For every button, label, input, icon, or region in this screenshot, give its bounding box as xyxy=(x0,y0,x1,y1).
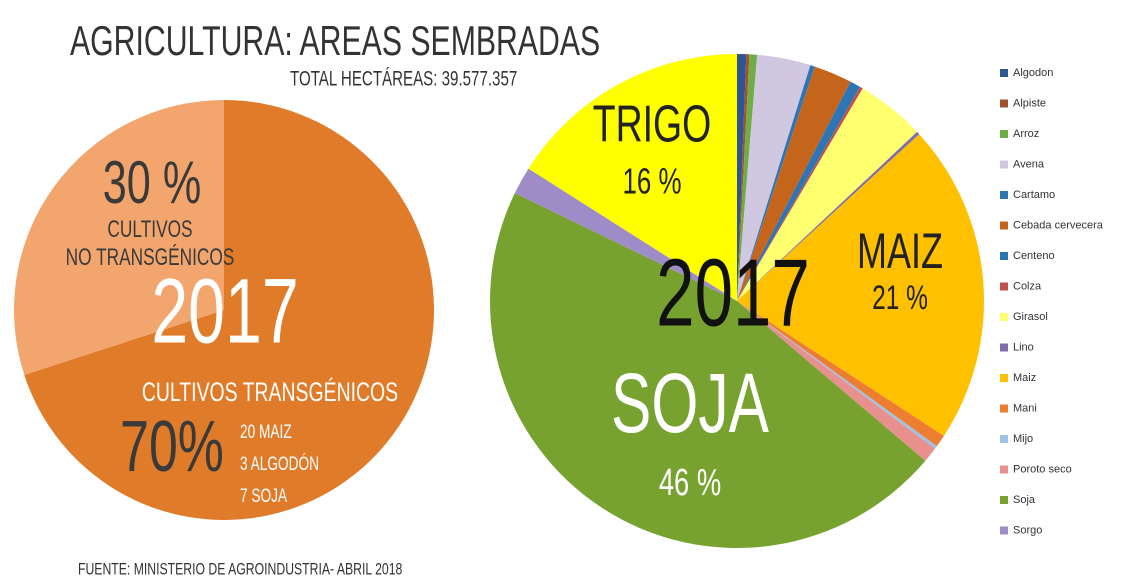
legend-swatch xyxy=(1000,282,1008,291)
legend-swatch xyxy=(1000,252,1008,260)
legend-label: Soja xyxy=(1013,494,1036,506)
legend-swatch xyxy=(1000,160,1008,169)
pie-slice xyxy=(514,168,737,301)
legend-label: Alpiste xyxy=(1013,97,1046,109)
pie-slice xyxy=(737,66,851,302)
pie-slice xyxy=(737,86,863,302)
legend-label: Girasol xyxy=(1013,311,1048,323)
label: 70% xyxy=(120,407,224,487)
legend-swatch xyxy=(1000,69,1008,77)
legend-label: Lino xyxy=(1013,341,1034,353)
slice-label: CULTIVOS NO TRANSGÉNICOS xyxy=(65,216,235,271)
legend-swatch xyxy=(1000,526,1008,535)
slice-label: CULTIVOS TRANSGÉNICOS xyxy=(142,377,398,407)
legend-swatch xyxy=(1000,404,1008,413)
value-label: 46 % xyxy=(659,462,721,504)
legend-swatch xyxy=(1000,374,1008,382)
legend-label: Centeno xyxy=(1013,250,1055,262)
pie-slice xyxy=(737,65,815,301)
legend-swatch xyxy=(1000,130,1008,138)
legend-swatch xyxy=(1000,99,1008,108)
pie-slice xyxy=(737,54,747,301)
pie-slice xyxy=(737,131,920,301)
legend-label: Arroz xyxy=(1013,128,1039,140)
pie-slice xyxy=(737,134,985,436)
legend-label: Sorgo xyxy=(1013,524,1042,536)
legend-swatch xyxy=(1000,435,1008,443)
legend-label: Maiz xyxy=(1013,372,1036,384)
pie-slice xyxy=(737,301,935,461)
pie-slice xyxy=(737,54,750,301)
legend-label: Avena xyxy=(1013,158,1045,170)
pie-slice xyxy=(737,54,758,301)
pie-slice xyxy=(13,100,224,375)
slice-label: MAIZ xyxy=(857,225,943,280)
pie-slice xyxy=(490,193,926,548)
breakdown-item: 3 ALGODÓN xyxy=(240,453,319,475)
legend-label: Mijo xyxy=(1013,433,1033,445)
legend-swatch xyxy=(1000,465,1008,474)
subtitle: TOTAL HECTÁREAS: 39.577.357 xyxy=(290,66,517,90)
legend-label: Mani xyxy=(1013,402,1037,414)
legend-label: Algodon xyxy=(1013,67,1053,79)
title: AGRICULTURA: AREAS SEMBRADAS xyxy=(70,17,600,64)
slice-label: SOJA xyxy=(611,356,769,450)
breakdown-item: 20 MAIZ xyxy=(240,421,292,443)
source: FUENTE: MINISTERIO DE AGROINDUSTRIA- ABR… xyxy=(78,561,402,579)
pie-slice xyxy=(737,81,861,301)
legend-label: Cebada cervecera xyxy=(1013,219,1104,231)
pie-slice xyxy=(737,301,937,449)
pie-slice xyxy=(528,54,737,301)
legend-swatch xyxy=(1000,496,1008,504)
legend-swatch xyxy=(1000,313,1008,321)
label: 30 % xyxy=(103,150,201,217)
pie-slice xyxy=(24,100,434,520)
center-label: 2017 xyxy=(151,259,298,362)
pie-slice xyxy=(737,88,918,301)
legend-swatch xyxy=(1000,343,1008,352)
breakdown-item: 7 SOJA xyxy=(240,485,287,507)
legend-label: Poroto seco xyxy=(1013,463,1072,475)
legend-label: Cartamo xyxy=(1013,189,1055,201)
legend-swatch xyxy=(1000,221,1008,230)
legend-swatch xyxy=(1000,191,1008,199)
value-label: 21 % xyxy=(872,279,928,317)
legend-label: Colza xyxy=(1013,280,1042,292)
pie-slice xyxy=(737,301,944,447)
pie-slice xyxy=(737,54,811,301)
center-label: 2017 xyxy=(656,238,810,346)
value-label: 16 % xyxy=(622,161,681,201)
slice-label: TRIGO xyxy=(593,95,712,154)
